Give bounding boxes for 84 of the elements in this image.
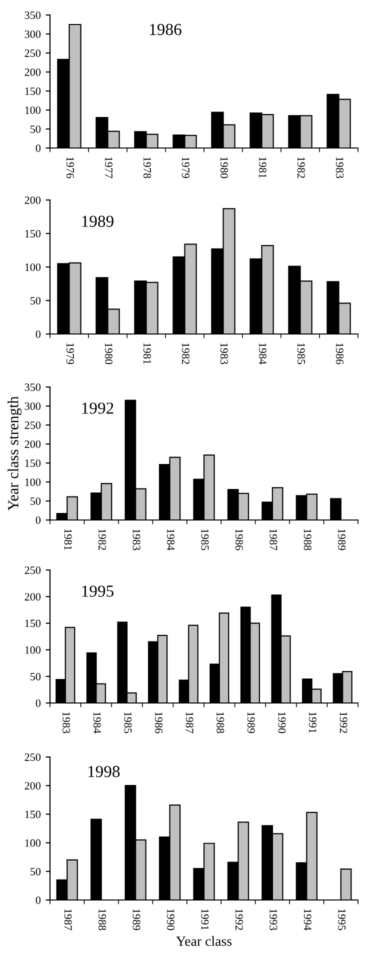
y-tick-label: 150 (25, 810, 41, 818)
x-tick-label: 1992 (340, 712, 348, 733)
x-tick-label: 1988 (98, 909, 106, 930)
x-tick-label: 1981 (258, 157, 266, 178)
y-tick-label: 0 (36, 699, 41, 707)
x-tick-label: 1985 (124, 712, 132, 734)
x-tick-label: 1987 (270, 529, 278, 550)
x-tick-label: 1990 (166, 909, 174, 930)
y-tick-label: 50 (30, 868, 41, 876)
x-tick-label: 1987 (186, 712, 194, 734)
x-tick-label: 1986 (155, 712, 163, 734)
x-tick-label: 1989 (247, 712, 255, 734)
y-tick-label: 250 (24, 49, 41, 57)
y-tick-label: 50 (30, 125, 41, 133)
y-tick-label: 200 (24, 440, 41, 448)
chart-title: 1998 (88, 766, 120, 778)
y-tick-label: 100 (25, 646, 41, 654)
y-tick-label: 100 (25, 106, 41, 114)
y-tick-label: 200 (24, 782, 41, 790)
y-tick-label: 100 (25, 263, 41, 271)
x-tick-label: 1984 (166, 529, 174, 550)
y-tick-label: 150 (25, 459, 41, 467)
y-tick-label: 350 (24, 383, 41, 391)
y-tick-label: 50 (30, 672, 41, 680)
x-tick-label: 1979 (66, 343, 74, 364)
text: 1992 (82, 402, 114, 414)
x-tick-label: 1990 (278, 712, 286, 734)
y-tick-label: 100 (25, 839, 41, 847)
x-tick-label: 1981 (143, 343, 151, 364)
y-tick-label: 150 (25, 230, 41, 238)
chart-title: 1986 (150, 24, 182, 36)
y-tick-label: 100 (25, 478, 41, 486)
x-tick-label: 1985 (201, 529, 209, 550)
y-tick-label: 200 (24, 196, 41, 204)
y-tick-label: 0 (36, 896, 41, 904)
y-tick-label: 250 (24, 753, 41, 761)
x-tick-label: 1991 (201, 909, 209, 930)
x-tick-label: 1992 (235, 909, 243, 930)
x-tick-label: 1993 (270, 909, 278, 930)
x-tick-label: 1983 (220, 343, 228, 364)
x-tick-label: 1989 (338, 529, 346, 550)
y-tick-label: 300 (24, 30, 41, 38)
x-tick-label: 1982 (182, 343, 190, 364)
y-tick-label: 200 (24, 68, 41, 76)
x-tick-label: 1995 (338, 909, 346, 930)
x-tick-label: 1983 (62, 712, 70, 734)
x-axis-title: Year class (176, 936, 232, 946)
x-tick-label: 1982 (297, 157, 305, 178)
x-tick-label: 1977 (104, 157, 112, 178)
text: 1989 (82, 216, 114, 227)
x-tick-label: 1991 (309, 712, 316, 733)
x-tick-label: 1980 (104, 343, 112, 364)
x-tick-label: 1981 (64, 529, 72, 550)
x-tick-label: 1984 (258, 343, 266, 364)
x-tick-label: 1984 (93, 712, 101, 734)
y-tick-label: 50 (30, 296, 41, 304)
y-tick-label: 350 (24, 11, 41, 19)
y-tick-label: 200 (24, 593, 41, 601)
x-tick-label: 1988 (216, 712, 224, 734)
y-tick-label: 150 (25, 620, 41, 628)
x-tick-label: 1985 (297, 343, 305, 364)
y-axis-title: Year class strength (8, 396, 22, 511)
y-tick-label: 0 (36, 516, 41, 524)
y-tick-label: 250 (24, 421, 41, 429)
x-tick-label: 1982 (98, 529, 106, 550)
x-tick-label: 1987 (64, 909, 72, 930)
y-tick-label: 300 (24, 402, 41, 410)
x-tick-label: 1976 (66, 157, 74, 178)
y-tick-label: 0 (36, 144, 41, 152)
x-tick-label: 1983 (132, 529, 140, 550)
y-tick-label: 0 (36, 330, 41, 338)
x-tick-label: 1994 (304, 909, 312, 930)
y-tick-label: 150 (25, 87, 41, 95)
x-tick-label: 1980 (220, 157, 228, 178)
x-tick-label: 1978 (143, 157, 151, 178)
x-tick-label: 1979 (182, 157, 190, 178)
x-tick-label: 1989 (132, 909, 140, 930)
y-tick-label: 250 (24, 566, 41, 574)
x-tick-label: 1983 (336, 157, 344, 178)
y-tick-label: 50 (30, 497, 41, 505)
x-tick-label: 1986 (235, 529, 243, 550)
x-tick-label: 1988 (304, 529, 312, 550)
x-tick-label: 1986 (336, 343, 344, 364)
text: 1995 (82, 586, 114, 597)
